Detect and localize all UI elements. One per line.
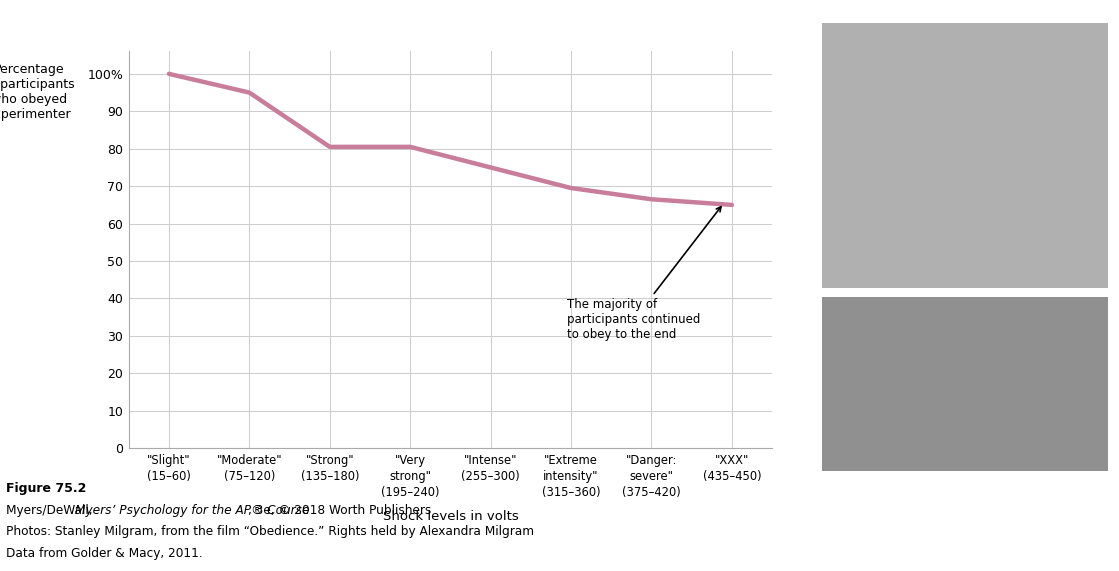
Text: Myers’ Psychology for the AP® Course: Myers’ Psychology for the AP® Course [75, 504, 310, 517]
Text: The majority of
participants continued
to obey to the end: The majority of participants continued t… [567, 207, 721, 341]
Text: , 3e, © 2018 Worth Publishers: , 3e, © 2018 Worth Publishers [248, 504, 432, 517]
Y-axis label: Percentage
of participants
who obeyed
experimenter: Percentage of participants who obeyed ex… [0, 63, 74, 121]
Text: Data from Golder & Macy, 2011.: Data from Golder & Macy, 2011. [6, 547, 203, 560]
Text: Figure 75.2: Figure 75.2 [6, 482, 86, 496]
Text: Myers/DeWall,: Myers/DeWall, [6, 504, 96, 517]
Text: Photos: Stanley Milgram, from the film “Obedience.” Rights held by Alexandra Mil: Photos: Stanley Milgram, from the film “… [6, 525, 534, 538]
X-axis label: Shock levels in volts: Shock levels in volts [383, 510, 518, 523]
